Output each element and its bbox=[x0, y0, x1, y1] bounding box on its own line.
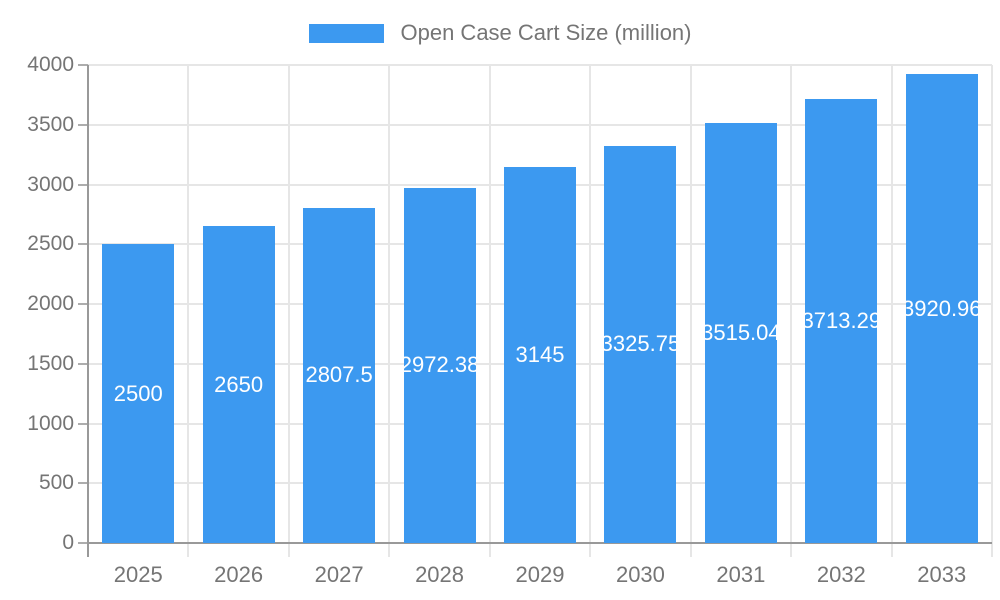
bar-value-label: 2807.5 bbox=[305, 362, 373, 388]
x-axis-label-2028: 2028 bbox=[415, 562, 465, 587]
bar-2033[interactable]: 3920.96 bbox=[905, 74, 978, 543]
y-axis-tick-label: 0 bbox=[62, 531, 74, 554]
y-axis-tick-label: 500 bbox=[38, 471, 74, 495]
bar-value-label: 3145 bbox=[515, 342, 565, 368]
bar-value-label: 3325.75 bbox=[604, 331, 677, 357]
bar-value-label: 2500 bbox=[113, 380, 163, 406]
x-axis-label-2033: 2033 bbox=[917, 562, 967, 587]
x-gridline bbox=[689, 65, 692, 557]
y-axis-tick bbox=[78, 123, 88, 126]
bar-2031[interactable]: 3515.04 bbox=[704, 122, 777, 543]
x-gridline bbox=[890, 65, 893, 557]
y-axis-tick-label: 1000 bbox=[27, 411, 74, 435]
legend[interactable]: Open Case Cart Size (million) bbox=[0, 22, 1000, 44]
bar-2028[interactable]: 2972.38 bbox=[403, 187, 476, 543]
y-axis-tick-label: 2000 bbox=[27, 292, 74, 315]
x-axis-label-2029: 2029 bbox=[515, 562, 565, 587]
bar-2030[interactable]: 3325.75 bbox=[604, 145, 677, 543]
y-axis-tick bbox=[78, 183, 88, 186]
x-gridline bbox=[790, 65, 793, 557]
y-axis-tick bbox=[78, 243, 88, 246]
legend-swatch bbox=[308, 23, 384, 43]
x-axis-label-2032: 2032 bbox=[816, 562, 866, 587]
bar-2029[interactable]: 3145 bbox=[504, 167, 576, 543]
x-axis-label-2031: 2031 bbox=[716, 562, 766, 587]
y-axis-tick bbox=[78, 303, 88, 305]
x-gridline bbox=[991, 65, 993, 557]
y-axis-tick-label: 3000 bbox=[27, 172, 74, 196]
bar-2026[interactable]: 2650 bbox=[202, 226, 275, 543]
y-axis-tick-label: 2500 bbox=[27, 232, 74, 256]
bar-2027[interactable]: 2807.5 bbox=[303, 207, 376, 543]
y-axis-tick bbox=[78, 362, 88, 365]
x-axis-label-2026: 2026 bbox=[214, 562, 264, 587]
x-gridline bbox=[388, 65, 391, 557]
y-axis-tick-label: 3500 bbox=[27, 112, 74, 136]
legend-label: Open Case Cart Size (million) bbox=[400, 20, 692, 45]
x-gridline bbox=[589, 65, 592, 557]
x-gridline bbox=[287, 65, 290, 557]
bar-value-label: 2650 bbox=[214, 371, 264, 397]
y-gridline bbox=[88, 64, 992, 66]
bar-2025[interactable]: 2500 bbox=[102, 244, 175, 543]
x-axis-line bbox=[88, 542, 992, 544]
bar-value-label: 2972.38 bbox=[403, 352, 476, 378]
y-axis-tick-label: 1500 bbox=[27, 351, 74, 375]
y-axis-tick bbox=[78, 64, 88, 66]
x-axis-label-2027: 2027 bbox=[314, 562, 364, 587]
y-axis-tick bbox=[78, 542, 88, 544]
bar-2032[interactable]: 3713.29 bbox=[805, 99, 878, 543]
y-axis-tick bbox=[78, 422, 88, 425]
y-axis-tick-label: 4000 bbox=[27, 53, 74, 76]
x-gridline bbox=[187, 65, 190, 557]
bar-value-label: 3920.96 bbox=[905, 295, 978, 321]
y-gridline bbox=[88, 123, 992, 126]
y-axis-line bbox=[87, 65, 89, 557]
bar-value-label: 3713.29 bbox=[805, 308, 878, 334]
x-axis-label-2030: 2030 bbox=[615, 562, 665, 587]
bar-value-label: 3515.04 bbox=[704, 319, 777, 345]
x-gridline bbox=[488, 65, 491, 557]
y-axis-tick bbox=[78, 482, 88, 485]
x-axis-label-2025: 2025 bbox=[113, 562, 163, 587]
